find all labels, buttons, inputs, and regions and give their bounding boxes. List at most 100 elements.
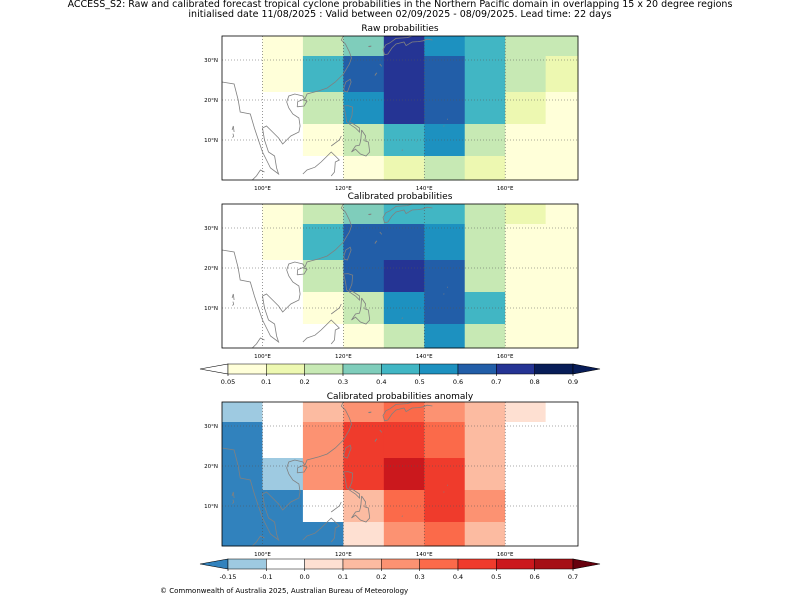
longitude-tick-label: 120°E xyxy=(335,354,352,360)
coastline-segment xyxy=(379,429,383,433)
anomaly-colorbar-tick-label: 0.7 xyxy=(568,573,578,581)
region-cell xyxy=(464,204,506,225)
region-cell xyxy=(545,224,579,261)
region-cell xyxy=(383,36,425,57)
region-cell xyxy=(505,36,547,57)
probability-colorbar-bin xyxy=(266,363,305,375)
region-cell xyxy=(505,402,547,423)
region-cell xyxy=(343,458,385,491)
region-cell xyxy=(424,522,466,547)
region-cell xyxy=(505,92,547,125)
region-cell xyxy=(505,458,547,491)
region-cell xyxy=(545,490,579,523)
coastline-segment xyxy=(343,444,352,459)
region-cell xyxy=(545,36,579,57)
probability-colorbar: 0.05 0.1 0.2 0.3 0.4 0.5 0.6 0.7 0.8 0.9 xyxy=(199,363,601,386)
anomaly-colorbar-over-extension xyxy=(572,558,601,570)
region-cell xyxy=(464,292,506,325)
region-cell xyxy=(424,36,466,57)
region-cell xyxy=(222,260,263,293)
coastline-segment xyxy=(221,401,352,542)
region-cell xyxy=(302,402,344,423)
region-cell xyxy=(464,156,506,181)
anomaly-colorbar-bin xyxy=(419,558,459,570)
latitude-tick-label: 20°N xyxy=(204,266,218,272)
region-cell xyxy=(545,260,579,293)
anomaly-colorbar-tick-label: -0.15 xyxy=(220,573,237,581)
coastline-segment xyxy=(231,491,235,499)
anomaly-colorbar-tick-label: 0.4 xyxy=(453,573,463,581)
region-cell xyxy=(464,490,506,523)
coastline-segment xyxy=(368,213,372,216)
anomaly-colorbar-bin xyxy=(342,558,382,570)
map-frame xyxy=(221,203,579,349)
region-cell xyxy=(505,324,547,349)
coastline-segment xyxy=(374,72,378,76)
coastline-segment xyxy=(296,99,308,108)
region-cell xyxy=(343,324,385,349)
region-cell xyxy=(424,402,466,423)
anomaly-colorbar-tick-label: -0.1 xyxy=(260,573,273,581)
latitude-tick-label: 10°N xyxy=(204,504,218,510)
region-cell xyxy=(262,522,304,547)
coastline-segment xyxy=(221,35,352,176)
anomaly-colorbar: -0.15 -0.1 0.0 0.1 0.2 0.3 0.4 0.5 0.6 0.7 xyxy=(199,558,601,581)
coastline-segment xyxy=(351,129,371,157)
coastline-segment xyxy=(231,125,235,133)
region-cells xyxy=(222,36,579,181)
region-cell xyxy=(262,402,304,423)
panel-title-raw: Raw probabilities xyxy=(361,24,439,34)
region-cell xyxy=(545,92,579,125)
region-cell xyxy=(545,422,579,459)
coastline-segment xyxy=(232,301,235,306)
region-cell xyxy=(545,324,579,349)
probability-colorbar-bin xyxy=(496,363,535,375)
region-cell xyxy=(222,324,263,349)
coastline-segment xyxy=(374,240,378,244)
region-cell xyxy=(383,490,425,523)
region-cell xyxy=(343,36,385,57)
probability-colorbar-tick-label: 0.9 xyxy=(568,378,578,386)
coastline-segment xyxy=(302,517,340,543)
coastline-segment xyxy=(302,151,340,177)
probability-colorbar-bin xyxy=(227,363,267,375)
region-cell xyxy=(222,56,263,93)
region-cell xyxy=(383,156,425,181)
region-cell xyxy=(383,402,425,423)
panel-title-anomaly: Calibrated probabilities anomaly xyxy=(326,392,474,402)
region-cell xyxy=(464,324,506,349)
region-cell xyxy=(545,156,579,181)
coastline-segment xyxy=(343,471,360,499)
coastline-segment xyxy=(379,231,383,235)
latitude-tick-label: 30°N xyxy=(204,424,218,430)
coastline-segment xyxy=(232,133,235,138)
anomaly-colorbar-tick-label: 0.5 xyxy=(491,573,501,581)
anomaly-colorbar-bin xyxy=(534,558,574,570)
longitude-tick-label: 100°E xyxy=(254,354,271,360)
coastline-segment xyxy=(368,411,372,414)
probability-colorbar-bin xyxy=(304,363,344,375)
probability-colorbar-tick-label: 0.1 xyxy=(261,378,271,386)
region-cell xyxy=(343,92,385,125)
region-cell xyxy=(505,422,547,459)
region-cell xyxy=(505,522,547,547)
coastline-segment xyxy=(368,45,372,48)
coastline-segment xyxy=(296,465,308,474)
latitude-tick-label: 10°N xyxy=(204,138,218,144)
latitude-tick-label: 20°N xyxy=(204,464,218,470)
region-cell xyxy=(262,56,304,93)
probability-colorbar-bin xyxy=(419,363,459,375)
longitude-tick-label: 120°E xyxy=(335,186,352,192)
region-cell xyxy=(545,204,579,225)
coastline-segment xyxy=(343,246,352,261)
longitude-tick-label: 160°E xyxy=(497,186,514,192)
region-cell xyxy=(262,458,304,491)
calibrated-probabilities-map: 100°E 120°E 140°E 160°E 30°N 20°N 10°N xyxy=(204,203,579,360)
latitude-tick-label: 30°N xyxy=(204,58,218,64)
region-cell xyxy=(262,92,304,125)
anomaly-colorbar-tick-label: 0.2 xyxy=(376,573,386,581)
region-cell xyxy=(343,402,385,423)
region-cell xyxy=(383,292,425,325)
region-cell xyxy=(505,224,547,261)
region-cell xyxy=(222,36,263,57)
